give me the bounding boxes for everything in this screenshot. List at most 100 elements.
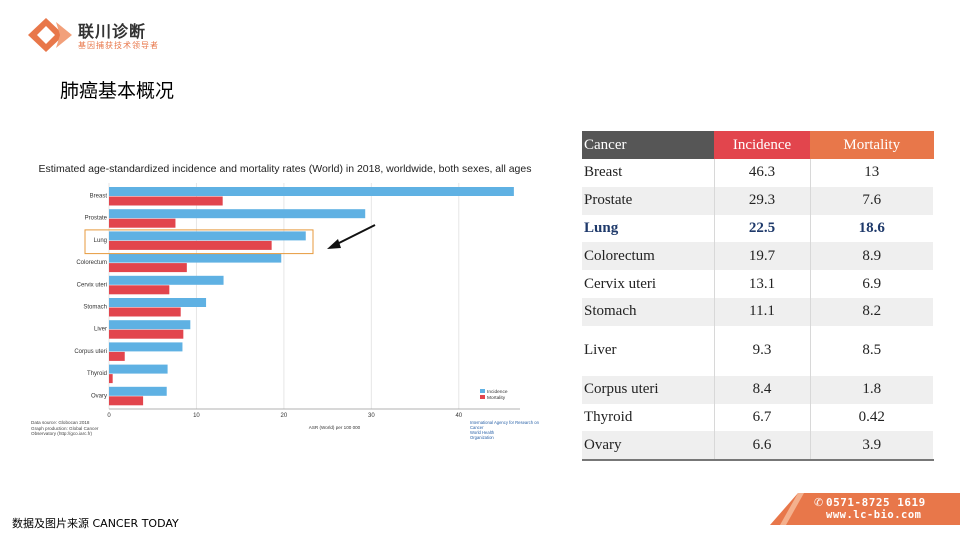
pointer-arrow — [334, 224, 376, 246]
company-logo: 联川诊断 基因捕获技术领导者 — [28, 14, 168, 54]
cell-cancer: Corpus uteri — [582, 375, 715, 404]
incidence-bar — [109, 253, 282, 263]
cell-mortality: 3.9 — [810, 431, 934, 462]
logo-mark-icon — [28, 18, 72, 52]
cell-cancer: Ovary — [582, 431, 715, 462]
table-row: Breast 46.3 13 — [582, 159, 934, 187]
table-body: Breast 46.3 13 Prostate 29.3 7.6 Lung 22.5 18.6 C… — [582, 159, 934, 462]
cell-incidence: 46.3 — [714, 159, 811, 187]
cell-mortality: 1.8 — [810, 375, 934, 404]
incidence-bar — [109, 364, 168, 374]
table-row: Cervix uteri 13.1 6.9 — [582, 270, 934, 298]
category-label: Corpus uteri — [74, 349, 107, 355]
category-label: Stomach — [83, 305, 107, 311]
logo-name: 联川诊断 — [78, 22, 147, 41]
cell-cancer: Cervix uteri — [582, 270, 715, 298]
bar-chart: Breast Prostate Lung Colorectum Cervix uteri… — [74, 183, 520, 430]
table-row: Stomach 11.1 8.2 — [582, 297, 934, 326]
table-row: Corpus uteri 8.4 1.8 — [582, 375, 934, 404]
phone-icon: ✆ — [814, 496, 824, 509]
mortality-bar — [109, 240, 272, 250]
cell-mortality: 8.2 — [810, 297, 934, 326]
mortality-bar — [109, 351, 125, 361]
cell-mortality: 18.6 — [810, 214, 934, 243]
chart-source-note: Data source: Globocan 2018 Graph product… — [31, 420, 98, 437]
chart-card: Estimated age-standardized incidence and… — [25, 155, 545, 443]
incidence-bar — [109, 386, 167, 396]
table-row: Prostate 29.3 7.6 — [582, 186, 934, 215]
cell-incidence: 11.1 — [714, 297, 811, 326]
mortality-bar — [109, 307, 181, 317]
table-row: Liver 9.3 8.5 — [582, 325, 934, 376]
category-label: Prostate — [85, 216, 108, 222]
mortality-bar — [109, 196, 223, 206]
org-line: Organization — [470, 435, 494, 440]
x-tick-label: 0 — [107, 413, 111, 419]
cell-mortality: 8.5 — [810, 325, 934, 376]
category-label: Cervix uteri — [77, 282, 107, 288]
source-line: Data source: Globocan 2018 — [31, 420, 90, 425]
legend-swatch — [480, 395, 485, 399]
mortality-bar — [109, 374, 113, 384]
cell-cancer: Colorectum — [582, 242, 715, 271]
mortality-bar — [109, 396, 144, 406]
header-mortality: Mortality — [810, 131, 934, 159]
x-tick-label: 40 — [455, 413, 462, 419]
cell-cancer: Thyroid — [582, 403, 715, 432]
table-row: Ovary 6.6 3.9 — [582, 431, 934, 462]
category-label: Breast — [90, 194, 108, 200]
table-header-row: Cancer Incidence Mortality — [582, 131, 934, 159]
cell-cancer: Liver — [582, 325, 715, 376]
x-tick-label: 30 — [368, 413, 375, 419]
cell-mortality: 8.9 — [810, 242, 934, 271]
cell-incidence: 6.7 — [714, 403, 811, 432]
mortality-bar — [109, 285, 170, 295]
x-axis-title: ASR (World) per 100 000 — [309, 425, 361, 430]
slide-title: 肺癌基本概况 — [60, 80, 175, 102]
cell-mortality: 0.42 — [810, 403, 934, 432]
footer-source: 数据及图片来源 CANCER TODAY — [12, 517, 179, 530]
lung-highlight-box — [84, 229, 314, 255]
arrow-head-icon — [327, 239, 341, 249]
header-cancer: Cancer — [582, 131, 714, 159]
cell-incidence: 19.7 — [714, 242, 811, 271]
cell-incidence: 22.5 — [714, 214, 811, 243]
cell-incidence: 13.1 — [714, 270, 811, 298]
cell-incidence: 8.4 — [714, 375, 811, 404]
org-line: International Agency for Research on Can… — [470, 420, 539, 430]
cell-mortality: 13 — [810, 159, 934, 187]
mortality-bar — [109, 263, 187, 273]
cell-cancer: Lung — [582, 214, 715, 243]
source-line: Observatory (http://gco.iarc.fr) — [31, 431, 93, 436]
category-label: Ovary — [91, 393, 107, 399]
table-row: Colorectum 19.7 8.9 — [582, 242, 934, 271]
incidence-bar — [109, 298, 207, 307]
cancer-rates-table: Cancer Incidence Mortality Breast 46.3 13 P… — [582, 131, 934, 462]
category-label: Thyroid — [87, 371, 107, 377]
mortality-bar — [109, 329, 184, 339]
category-label: Liver — [94, 327, 107, 333]
cell-incidence: 9.3 — [714, 325, 811, 376]
legend-label: Incidence — [487, 389, 508, 395]
cell-mortality: 6.9 — [810, 270, 934, 298]
mortality-bar — [109, 218, 176, 228]
banner-shape — [770, 493, 960, 525]
table-row: Lung 22.5 18.6 — [582, 214, 934, 243]
cell-incidence: 6.6 — [714, 431, 811, 462]
logo-tagline: 基因捕获技术领导者 — [78, 41, 159, 50]
contact-banner: ✆ 0571-8725 1619 www.lc-bio.com — [770, 493, 960, 525]
org-line: World Health — [470, 430, 495, 435]
contact-website: www.lc-bio.com — [826, 509, 922, 521]
org-note: International Agency for Research on Can… — [470, 420, 545, 440]
legend-label: Mortality — [487, 395, 506, 401]
contact-phone: 0571-8725 1619 — [826, 496, 926, 509]
chart-title: Estimated age-standardized incidence and… — [38, 163, 532, 175]
cell-incidence: 29.3 — [714, 186, 811, 215]
x-tick-label: 10 — [193, 413, 200, 419]
x-tick-label: 20 — [281, 413, 288, 419]
incidence-bar — [109, 209, 366, 219]
cell-cancer: Stomach — [582, 297, 715, 326]
cell-cancer: Breast — [582, 159, 715, 187]
incidence-bar — [109, 187, 514, 196]
incidence-bar — [109, 320, 191, 330]
